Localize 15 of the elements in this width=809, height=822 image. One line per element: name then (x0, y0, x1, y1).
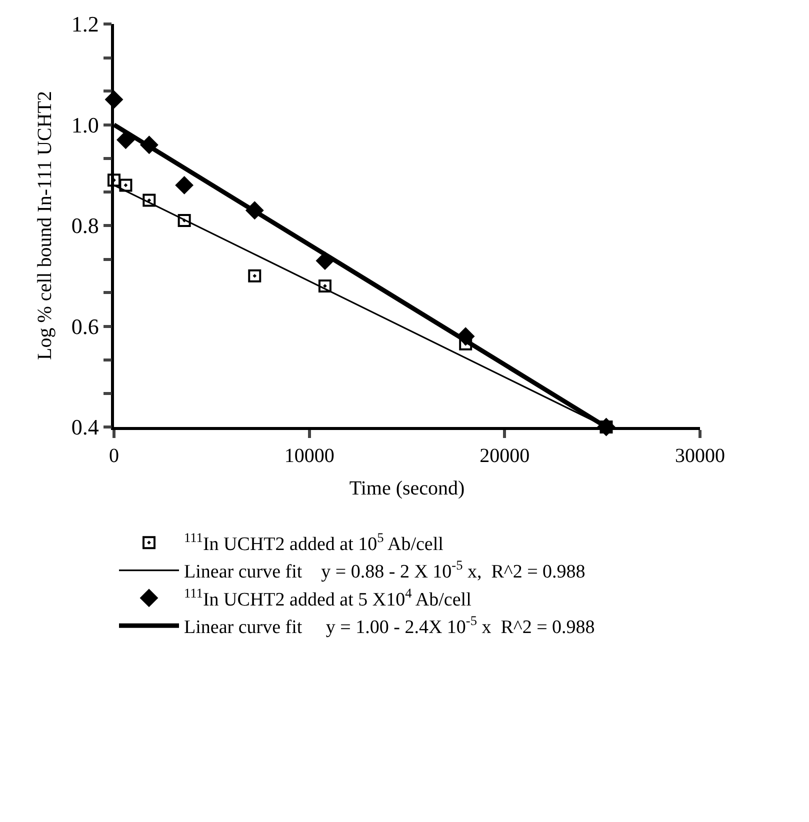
y-tick-label: 0.8 (71, 213, 99, 238)
y-tick-label: 0.4 (71, 414, 99, 440)
legend-label: $^{111}$In UCHT2 added at 5 X10$^{4}$ Ab/cell (184, 585, 472, 610)
x-tick-label: 10000 (284, 444, 334, 467)
y-tick-label: 0.6 (71, 314, 99, 339)
y-tick-label: 1.0 (71, 112, 99, 138)
x-tick-label: 30000 (675, 444, 725, 467)
legend-label: $^{111}$In UCHT2 added at 10$^{5}$ Ab/cell (184, 530, 444, 555)
legend-label: Linear curve fit y = 1.00 - 2.4X 10$^{-5}$ x R^2 = 0.988 (184, 613, 595, 638)
y-axis-title: Log % cell bound In-111 UCHT2 (34, 90, 56, 360)
x-tick-label: 20000 (480, 444, 530, 467)
x-axis-title: Time (second) (349, 477, 465, 500)
x-tick-label: 0 (109, 444, 119, 467)
legend-label: Linear curve fit y = 0.88 - 2 X 10$^{-5}$ x, R^2 = 0.988 (184, 558, 586, 583)
y-tick-label: 1.2 (71, 12, 99, 37)
